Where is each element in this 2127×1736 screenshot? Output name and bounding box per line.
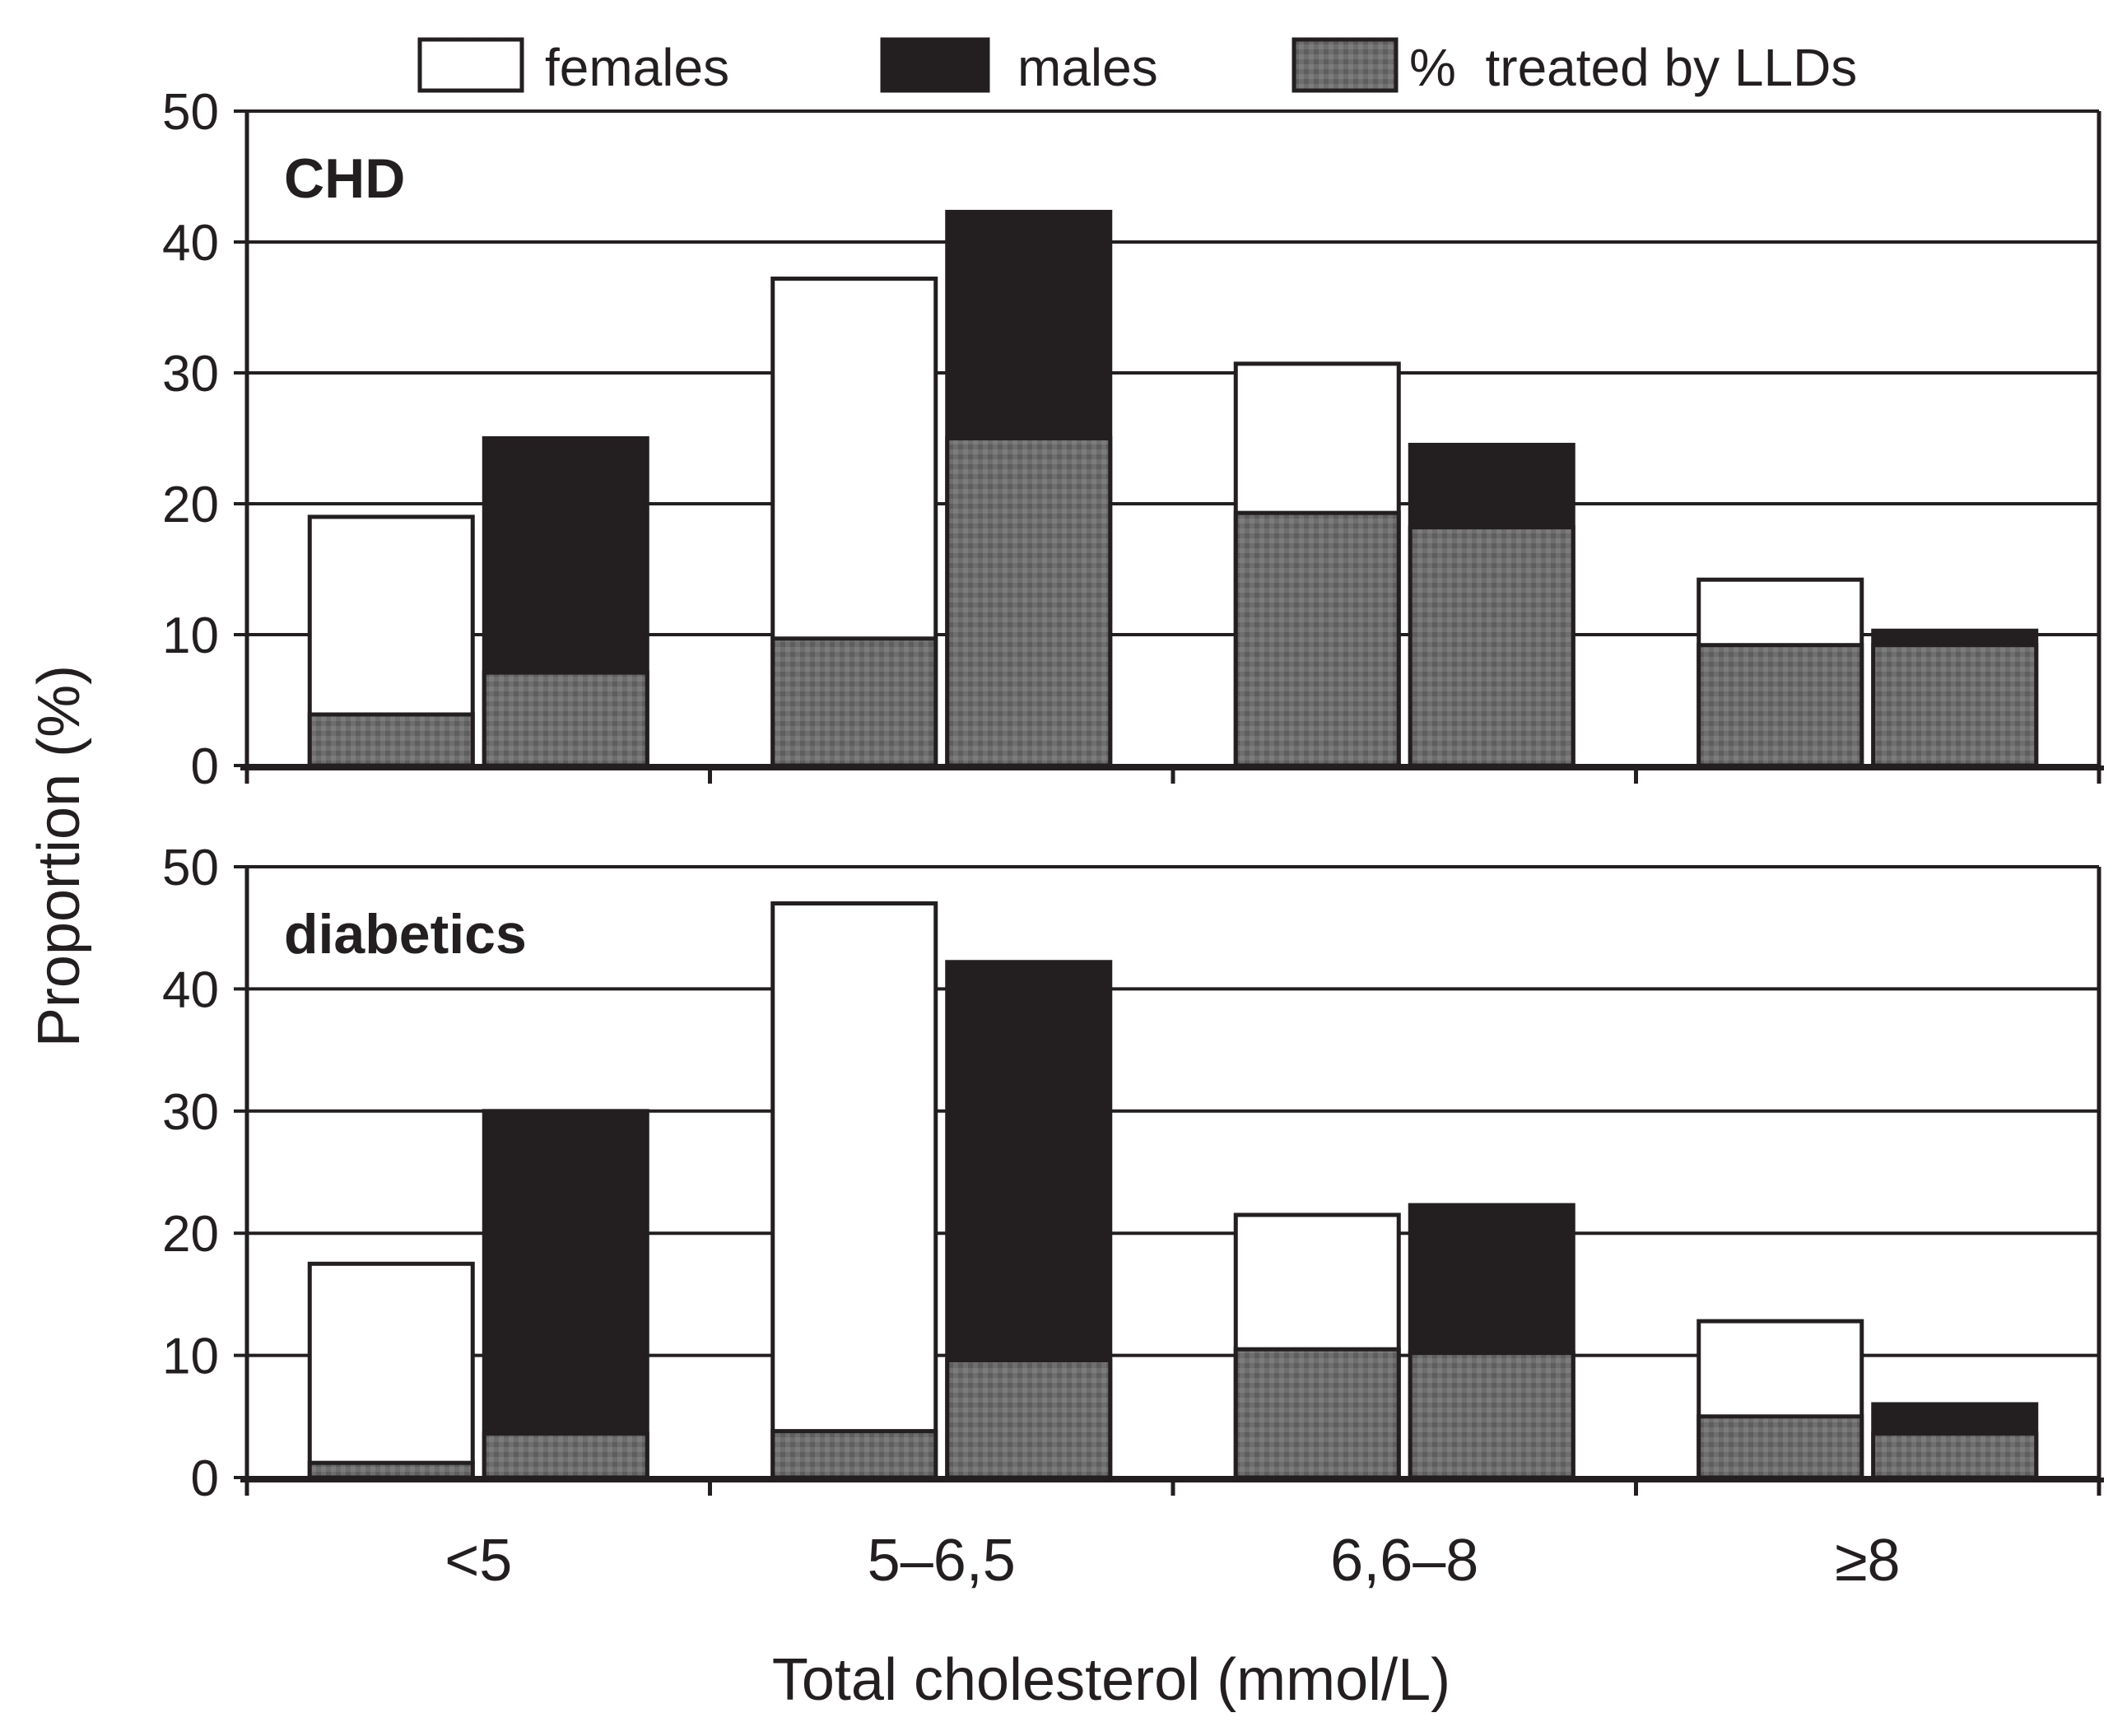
bar-males-treated [482, 1431, 649, 1480]
x-tick-label: 5–6,5 [868, 1528, 1016, 1594]
bar-females [770, 901, 938, 1480]
category-labels: <5 5–6,5 6,6–8 ≥8 [444, 1528, 1900, 1594]
bar-males-treated [1871, 643, 2039, 768]
x-axis-title: Total cholesterol (mmol/L) [772, 1647, 1450, 1713]
y-tick-label: 10 [162, 1329, 219, 1385]
y-tick-label: 50 [162, 84, 219, 141]
y-axis-title: Proportion (%) [26, 665, 92, 1047]
bar-males-treated [945, 436, 1113, 768]
x-tick-label: 6,6–8 [1330, 1528, 1478, 1594]
legend-swatch-treated [1292, 37, 1399, 93]
bar-females-treated [1233, 1347, 1401, 1480]
legend-swatch-females [417, 37, 524, 93]
bar-females-treated [307, 712, 475, 768]
bar-males [482, 1109, 649, 1480]
bar-males-treated [1871, 1431, 2039, 1480]
y-tick-label: 10 [162, 607, 219, 664]
legend-swatch-males [880, 37, 990, 93]
y-tick-label: 30 [162, 346, 219, 403]
legend-label-males: males [1017, 38, 1158, 97]
bar-females-treated [770, 1429, 938, 1480]
panel-chd: 0 10 20 30 40 50 CHD [162, 84, 2104, 795]
y-tick-label: 40 [162, 961, 219, 1018]
bar-males-treated [1408, 1351, 1575, 1480]
panel-diabetics: 0 10 20 30 40 50 diabetics [162, 840, 2104, 1507]
bar-females [307, 1261, 475, 1480]
y-tick-label: 20 [162, 1206, 219, 1263]
legend: females males % treated by LLDs [417, 37, 1857, 97]
panels: 0 10 20 30 40 50 CHD 0 10 20 30 40 50 diabetics [162, 84, 2104, 1507]
x-tick-label: <5 [444, 1528, 512, 1594]
y-tick-label: 30 [162, 1084, 219, 1141]
bar-females-treated [770, 636, 938, 768]
bar-females-treated [307, 1460, 475, 1480]
y-tick-label: 0 [191, 738, 219, 795]
y-tick-label: 0 [191, 1450, 219, 1507]
y-tick-label: 20 [162, 477, 219, 533]
panel-label: CHD [284, 147, 405, 210]
bar-males-treated [945, 1358, 1113, 1480]
bar-females-treated [1233, 510, 1401, 768]
legend-label-treated: % treated by LLDs [1409, 38, 1857, 97]
y-tick-label: 50 [162, 840, 219, 896]
panel-label: diabetics [284, 903, 527, 966]
x-tick-label: ≥8 [1835, 1528, 1901, 1594]
bar-males-treated [1408, 525, 1575, 768]
bar-females-treated [1696, 1414, 1864, 1480]
y-tick-label: 40 [162, 215, 219, 272]
legend-label-females: females [545, 38, 729, 97]
bar-females-treated [1696, 643, 1864, 768]
bar-males-treated [482, 670, 649, 768]
